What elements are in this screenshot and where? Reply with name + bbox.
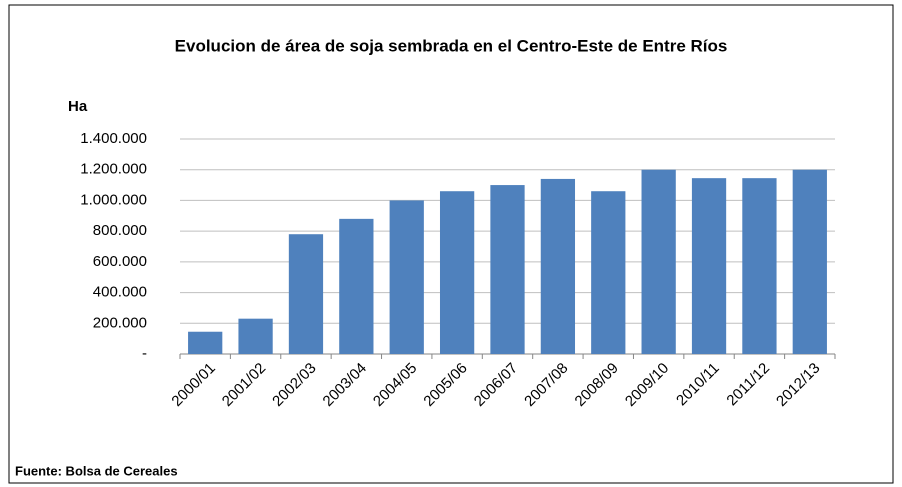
y-tick-label: 400.000 — [93, 284, 147, 301]
bar — [742, 178, 777, 354]
bar — [288, 234, 324, 354]
y-tick-label: 800.000 — [93, 222, 147, 239]
bar — [238, 318, 273, 354]
bar — [591, 191, 626, 354]
bar — [339, 218, 374, 354]
y-axis-label: Ha — [68, 98, 88, 115]
bar — [188, 331, 223, 354]
y-tick-label: 600.000 — [93, 253, 147, 270]
bar — [490, 185, 525, 354]
bar — [540, 178, 576, 354]
bar — [641, 169, 676, 354]
source-note: Fuente: Bolsa de Cereales — [15, 463, 178, 478]
chart-title: Evolucion de área de soja sembrada en el… — [175, 36, 728, 55]
y-tick-label: 1.000.000 — [80, 191, 147, 208]
bar — [439, 191, 475, 354]
bar — [691, 178, 727, 354]
y-tick-label: 1.200.000 — [80, 161, 147, 178]
bar — [792, 169, 827, 354]
y-tick-label: - — [142, 345, 147, 362]
bar — [389, 200, 424, 354]
y-tick-label: 1.400.000 — [80, 130, 147, 147]
y-tick-label: 200.000 — [93, 314, 147, 331]
